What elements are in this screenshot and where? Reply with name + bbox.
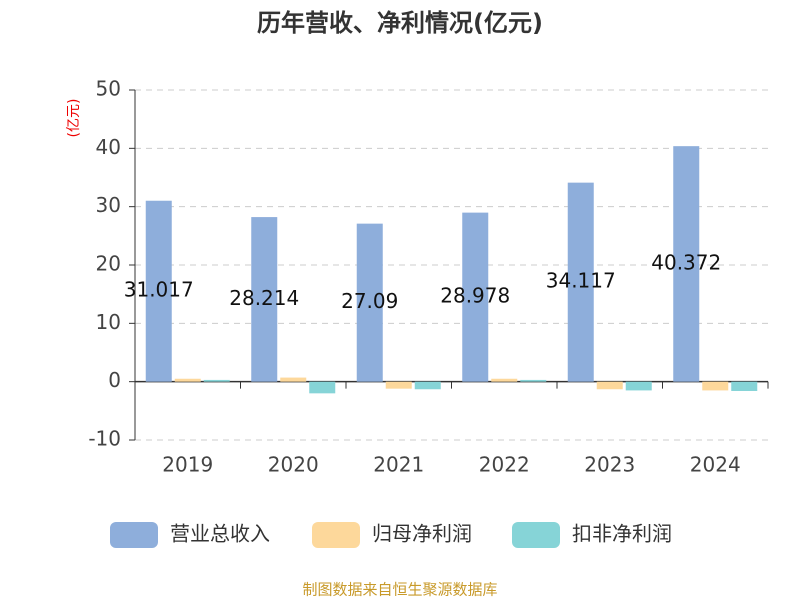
source-note: 制图数据来自恒生聚源数据库 [302, 581, 497, 599]
bar [414, 381, 441, 390]
x-tick-label: 2024 [690, 453, 741, 477]
legend-label: 归母净利润 [372, 522, 472, 546]
y-tick-label: 30 [96, 193, 121, 217]
bar [145, 200, 172, 382]
legend-label: 营业总收入 [170, 522, 270, 546]
legend-swatch [312, 522, 360, 548]
bar [280, 377, 307, 382]
bar [625, 381, 652, 391]
y-tick-label: -10 [88, 427, 121, 451]
x-tick-label: 2023 [584, 453, 635, 477]
bar [309, 381, 336, 394]
data-label: 40.372 [651, 250, 721, 274]
bar [203, 379, 230, 382]
bar [491, 378, 518, 382]
bar [702, 381, 729, 391]
bar [356, 223, 383, 382]
bar [673, 146, 700, 382]
legend-swatch [512, 522, 560, 548]
y-tick-label: 50 [96, 77, 121, 101]
bar [567, 182, 594, 382]
bar [385, 381, 412, 389]
data-label: 31.017 [124, 278, 194, 302]
data-label: 28.214 [229, 286, 299, 310]
y-tick-label: 20 [96, 252, 121, 276]
legend-label: 扣非净利润 [572, 522, 672, 546]
bar [731, 381, 758, 391]
x-tick-label: 2022 [479, 453, 530, 477]
data-label: 28.978 [440, 284, 510, 308]
data-label: 27.09 [341, 289, 398, 313]
bar [596, 381, 623, 390]
bar [520, 379, 547, 382]
y-tick-label: 0 [108, 368, 121, 392]
data-label: 34.117 [546, 269, 616, 293]
x-tick-label: 2019 [162, 453, 213, 477]
x-tick-label: 2021 [373, 453, 424, 477]
y-tick-label: 10 [96, 310, 121, 334]
bar [251, 217, 278, 382]
chart-title: 历年营收、净利情况(亿元) [257, 9, 543, 37]
y-tick-label: 40 [96, 135, 121, 159]
bar [174, 378, 201, 382]
legend-swatch [110, 522, 158, 548]
x-tick-label: 2020 [268, 453, 319, 477]
y-axis-label: (亿元) [66, 99, 82, 138]
bar [462, 212, 489, 382]
